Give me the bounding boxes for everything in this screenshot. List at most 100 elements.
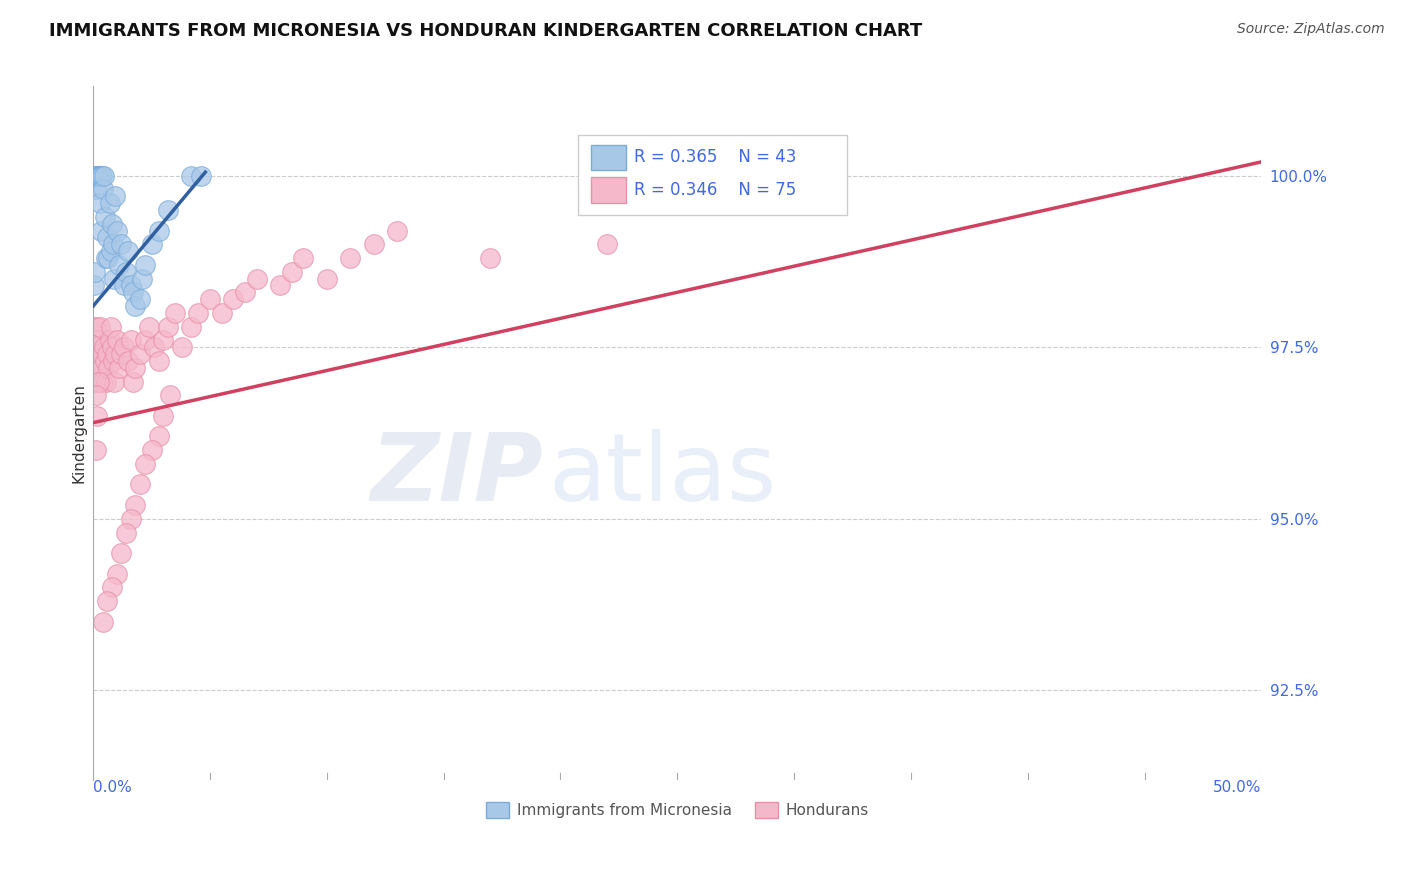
Point [87, 169, 110, 183]
Point [101, 354, 124, 368]
Point [156, 202, 179, 217]
Point [156, 319, 179, 334]
Point [84, 265, 107, 279]
Point [120, 334, 142, 348]
Point [134, 457, 156, 471]
Point [86, 409, 108, 423]
Point [86, 319, 108, 334]
Point [87, 169, 110, 183]
Y-axis label: Kindergarten: Kindergarten [72, 383, 86, 483]
Point [479, 251, 502, 265]
Point [198, 292, 221, 306]
Point [105, 223, 128, 237]
Text: 50.0%: 50.0% [1213, 780, 1261, 795]
Point [101, 237, 124, 252]
Point [129, 477, 152, 491]
Point [211, 306, 233, 320]
Point [94, 251, 117, 265]
Point [100, 244, 122, 258]
Point [83, 278, 105, 293]
Point [385, 223, 408, 237]
Point [108, 360, 131, 375]
Point [159, 388, 181, 402]
Point [120, 512, 142, 526]
Point [110, 347, 132, 361]
Point [98, 196, 121, 211]
Point [86, 169, 108, 183]
Point [112, 340, 135, 354]
Point [110, 237, 132, 252]
Point [84, 388, 107, 402]
Point [96, 347, 118, 361]
Text: 0.0%: 0.0% [93, 780, 132, 795]
Point [89, 196, 111, 211]
FancyBboxPatch shape [591, 178, 626, 202]
Point [134, 258, 156, 272]
Point [233, 285, 256, 300]
Point [148, 223, 170, 237]
Point [97, 360, 120, 375]
Point [89, 319, 111, 334]
Point [93, 340, 115, 354]
Point [84, 375, 107, 389]
Point [122, 285, 145, 300]
Point [131, 271, 153, 285]
Point [105, 566, 128, 581]
Point [90, 169, 112, 183]
Text: R = 0.365    N = 43: R = 0.365 N = 43 [634, 148, 796, 166]
Point [142, 340, 165, 354]
Point [91, 169, 114, 183]
Point [89, 169, 111, 183]
Point [187, 306, 209, 320]
Text: atlas: atlas [548, 428, 778, 521]
Point [89, 347, 111, 361]
Point [104, 347, 127, 361]
Point [190, 169, 212, 183]
Point [152, 409, 174, 423]
Point [87, 375, 110, 389]
Point [84, 443, 107, 458]
Point [101, 340, 124, 354]
Point [103, 271, 125, 285]
Point [94, 210, 117, 224]
Point [129, 292, 152, 306]
Point [104, 189, 127, 203]
Point [148, 354, 170, 368]
Point [315, 271, 337, 285]
Point [120, 278, 142, 293]
Legend: Immigrants from Micronesia, Hondurans: Immigrants from Micronesia, Hondurans [479, 796, 875, 824]
Point [115, 525, 138, 540]
Point [101, 581, 124, 595]
Point [596, 237, 619, 252]
Point [124, 498, 146, 512]
Point [98, 334, 121, 348]
FancyBboxPatch shape [578, 135, 846, 215]
Point [281, 265, 304, 279]
Point [84, 340, 107, 354]
Point [141, 237, 163, 252]
Point [93, 169, 115, 183]
Text: ZIP: ZIP [370, 428, 543, 521]
Point [91, 182, 114, 196]
Point [152, 334, 174, 348]
Point [124, 299, 146, 313]
Point [94, 375, 117, 389]
Point [103, 375, 125, 389]
Point [246, 271, 269, 285]
Point [96, 230, 118, 244]
Point [124, 360, 146, 375]
Point [180, 169, 202, 183]
Point [100, 319, 122, 334]
Point [339, 251, 361, 265]
Point [84, 169, 107, 183]
Point [86, 169, 108, 183]
Point [108, 258, 131, 272]
Point [117, 244, 139, 258]
Point [163, 306, 186, 320]
Point [97, 251, 120, 265]
Point [222, 292, 245, 306]
Point [129, 347, 152, 361]
Point [101, 217, 124, 231]
Point [134, 334, 156, 348]
Point [292, 251, 315, 265]
